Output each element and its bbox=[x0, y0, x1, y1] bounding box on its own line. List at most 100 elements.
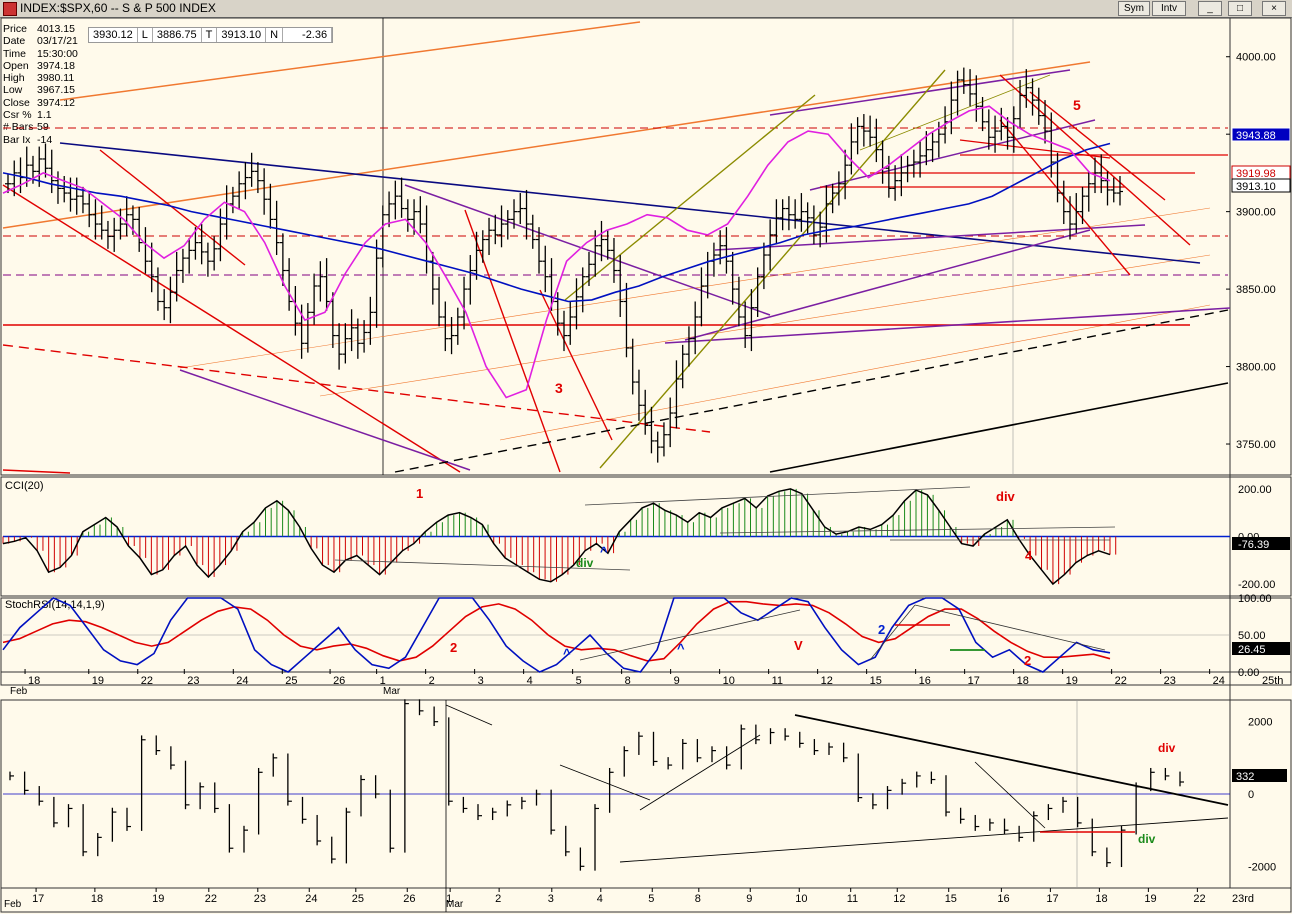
breadth-downtrend bbox=[794, 714, 1229, 806]
breadth-tick-label: 2000 bbox=[1248, 717, 1272, 729]
app-icon bbox=[3, 2, 17, 16]
orange-channel-mid bbox=[2, 61, 1091, 229]
x-month-label: Mar bbox=[446, 899, 464, 910]
x-tick-label: 10 bbox=[723, 675, 735, 687]
cci-label: ^ bbox=[600, 544, 608, 559]
x-tick-label: 17 bbox=[1046, 893, 1058, 905]
last-value-box bbox=[1231, 178, 1291, 193]
magenta-moving-average bbox=[2, 105, 1111, 399]
x-tick-label: 11 bbox=[772, 675, 783, 687]
maximize-icon[interactable]: □ bbox=[1228, 1, 1252, 16]
x-tick-label: 26 bbox=[403, 893, 415, 905]
breadth-trend-4 bbox=[639, 734, 761, 811]
cci-tick-label: 200.00 bbox=[1238, 484, 1272, 496]
breadth-tick-label: -2000 bbox=[1248, 861, 1276, 873]
cci-tick-label: -200.00 bbox=[1238, 579, 1275, 591]
info-row: Csr % 1.1 bbox=[3, 109, 87, 121]
x-tick-label: 22 bbox=[205, 893, 217, 905]
cci-last-box bbox=[1232, 537, 1290, 550]
status-value-3: 3913.10 bbox=[217, 28, 267, 42]
data-window: Price 4013.15 Date 03/17/21 Time 15:30:00 Open… bbox=[3, 23, 87, 146]
stoch-tick-label: 50.00 bbox=[1238, 630, 1266, 642]
orange-thin-3 bbox=[499, 304, 1211, 441]
stoch-trend-2 bbox=[869, 604, 916, 661]
x-tick-label: 11 bbox=[847, 893, 858, 905]
y-tick-label: 3800.00 bbox=[1236, 362, 1276, 374]
info-key: Close bbox=[3, 96, 30, 109]
breadth-trend-1 bbox=[445, 704, 493, 726]
wave-label: 3 bbox=[555, 380, 563, 396]
info-key: Date bbox=[3, 35, 26, 48]
info-row: Bar Ix -14 bbox=[3, 134, 87, 146]
status-code-1: L bbox=[138, 28, 153, 42]
x-tick-label: 5 bbox=[576, 675, 582, 687]
status-code-2: T bbox=[202, 28, 218, 42]
stoch-last-label: 26.45 bbox=[1238, 644, 1266, 656]
breadth-label: div bbox=[1158, 741, 1176, 755]
x-tick-label: 25th bbox=[1262, 675, 1283, 687]
y-tick-label: 3750.00 bbox=[1236, 439, 1276, 451]
breadth-trend-5 bbox=[974, 761, 1046, 829]
stoch-label: 2 bbox=[1024, 653, 1031, 668]
x-tick-label: 24 bbox=[236, 675, 248, 687]
breadth-last-label: 332 bbox=[1236, 771, 1254, 783]
x-tick-label: 8 bbox=[625, 675, 631, 687]
purple-trend-2 bbox=[404, 184, 771, 316]
x-tick-label: 15 bbox=[945, 893, 957, 905]
info-value: 15:30:00 bbox=[37, 47, 78, 60]
minimize-icon[interactable]: _ bbox=[1198, 1, 1222, 16]
breadth-last-box bbox=[1232, 769, 1287, 782]
x-tick-label: 24 bbox=[1213, 675, 1225, 687]
last-value-box bbox=[1231, 127, 1291, 142]
cci-title: CCI(20) bbox=[5, 480, 44, 492]
intv-button[interactable]: Intv bbox=[1152, 1, 1186, 16]
close-icon[interactable]: × bbox=[1262, 1, 1286, 16]
x-tick-label: 22 bbox=[1193, 893, 1205, 905]
x-tick-label: 2 bbox=[429, 675, 435, 687]
x-tick-label: 26 bbox=[333, 675, 345, 687]
x-tick-label: 9 bbox=[674, 675, 680, 687]
red-wedge-4 bbox=[959, 139, 1111, 159]
purple-trend-3 bbox=[664, 307, 1231, 344]
x-tick-label: 10 bbox=[795, 893, 807, 905]
status-value-4: -2.36 bbox=[283, 28, 333, 42]
info-value: 3967.15 bbox=[37, 84, 75, 97]
x-tick-label: 23 bbox=[187, 675, 199, 687]
panel-frame-cci bbox=[0, 476, 1292, 597]
red-wedge-3 bbox=[999, 119, 1131, 276]
x-tick-label: 1 bbox=[446, 893, 452, 905]
x-tick-label: 17 bbox=[968, 675, 980, 687]
info-key: Open bbox=[3, 59, 29, 72]
purple-trend-4 bbox=[714, 224, 1146, 251]
status-readout: 3930.12 L 3886.75 T 3913.10 N -2.36 bbox=[88, 27, 334, 43]
info-value: 3974.18 bbox=[37, 59, 75, 72]
info-row: Open 3974.18 bbox=[3, 60, 87, 72]
red-downtrend-2 bbox=[99, 149, 246, 266]
purple-trend-5 bbox=[769, 69, 1071, 116]
last-value-label: 3919.98 bbox=[1236, 168, 1276, 180]
x-tick-label: 4 bbox=[597, 893, 603, 905]
olive-thin bbox=[859, 74, 1051, 151]
info-row: Date 03/17/21 bbox=[3, 35, 87, 47]
panel-frame-taxis bbox=[0, 671, 1292, 686]
stoch-label: 2 bbox=[878, 622, 885, 637]
info-key: Low bbox=[3, 84, 23, 97]
x-tick-label: 25 bbox=[285, 675, 297, 687]
cci-last-label: -76.39 bbox=[1238, 539, 1269, 551]
sym-button[interactable]: Sym bbox=[1118, 1, 1150, 16]
info-row: Price 4013.15 bbox=[3, 23, 87, 35]
x-tick-label: 18 bbox=[91, 893, 103, 905]
red-downtrend-3 bbox=[464, 209, 561, 473]
panel-frame-price bbox=[0, 17, 1292, 476]
stoch-label: ^ bbox=[563, 646, 571, 661]
y-tick-label: 4000.00 bbox=[1236, 52, 1276, 64]
last-value-label: 3913.10 bbox=[1236, 181, 1276, 193]
stoch-trend-3 bbox=[914, 604, 1106, 651]
status-value-2: 3886.75 bbox=[153, 28, 202, 42]
info-key: Price bbox=[3, 23, 27, 35]
cci-line bbox=[2, 488, 1111, 586]
x-tick-label: 18 bbox=[28, 675, 40, 687]
status-value-1: 3930.12 bbox=[89, 28, 138, 42]
